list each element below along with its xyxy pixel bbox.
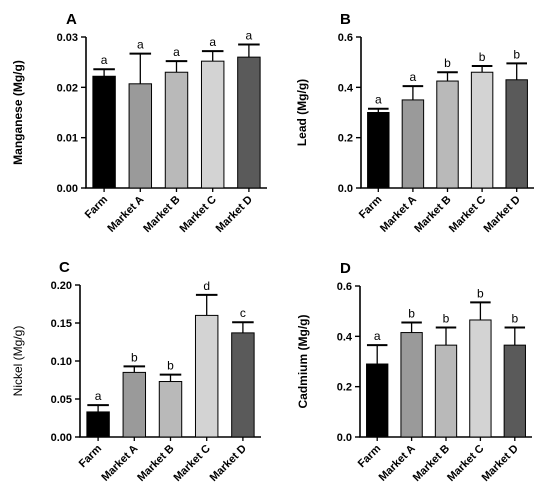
significance-label: a: [137, 38, 144, 52]
y-tick-label: 0.02: [57, 82, 78, 94]
chart-panel-b: B Lead (Mg/g) 0.0 0.2 0.4 0.6 a Farm a Market A b M…: [295, 11, 534, 235]
bar-market-b: [158, 381, 183, 438]
category-label: Market C: [445, 443, 486, 484]
bar-farm: [86, 411, 110, 438]
significance-label: c: [240, 306, 246, 320]
bar-market-a: [401, 99, 425, 189]
bar-market-c: [194, 314, 219, 438]
bar-market-c: [469, 319, 492, 438]
bar-market-c: [200, 60, 225, 189]
bar-market-a: [400, 332, 423, 438]
category-label: Market B: [135, 443, 176, 484]
category-label: Farm: [357, 193, 385, 221]
significance-label: b: [131, 350, 138, 364]
significance-label: a: [209, 35, 216, 49]
y-tick-label: 0.4: [337, 331, 353, 343]
category-label: Market B: [411, 443, 452, 484]
category-label: Market B: [412, 194, 453, 235]
significance-label: a: [374, 329, 381, 343]
significance-label: b: [477, 286, 484, 300]
bar-market-c: [470, 71, 494, 189]
category-label: Market A: [378, 194, 419, 235]
chart-panel-d: D Cadmium (Mg/g) 0.0 0.2 0.4 0.6 a Farm b Market …: [296, 260, 532, 484]
significance-label: a: [173, 45, 180, 59]
significance-label: b: [444, 56, 451, 70]
y-tick-label: 0.4: [338, 82, 354, 94]
category-label: Market A: [105, 194, 146, 235]
category-label: Market D: [481, 194, 522, 235]
bar-market-b: [436, 80, 459, 189]
y-tick-label: 0.2: [337, 382, 352, 394]
panel-letter: A: [66, 11, 77, 28]
significance-label: a: [375, 93, 382, 107]
bar-market-d: [237, 56, 261, 189]
y-axis-label: Nickel (Mg/g): [11, 326, 25, 397]
y-tick-label: 0.01: [57, 133, 78, 145]
y-tick-label: 0.03: [57, 32, 78, 44]
y-tick-label: 0.6: [338, 32, 353, 44]
significance-label: d: [203, 279, 210, 293]
y-tick-label: 0.2: [338, 133, 353, 145]
y-axis-label: Cadmium (Mg/g): [296, 315, 310, 409]
y-tick-label: 0.05: [51, 394, 72, 406]
category-label: Market B: [141, 194, 182, 235]
panel-letter: D: [340, 260, 351, 277]
category-label: Farm: [83, 193, 111, 221]
category-label: Farm: [77, 442, 105, 470]
bar-market-a: [128, 83, 153, 189]
bar-farm: [367, 112, 390, 189]
bar-market-d: [505, 79, 528, 189]
category-label: Market C: [447, 194, 488, 235]
significance-label: b: [443, 312, 450, 326]
y-tick-label: 0.0: [337, 432, 352, 444]
category-label: Market D: [214, 194, 255, 235]
panel-letter: C: [59, 259, 70, 276]
bar-market-b: [164, 71, 189, 189]
y-axis-label: Manganese (Mg/g): [11, 60, 25, 165]
y-tick-label: 0.0: [338, 183, 353, 195]
bar-farm: [92, 75, 116, 189]
category-label: Market C: [171, 443, 212, 484]
bar-market-d: [231, 332, 255, 438]
bar-farm: [366, 363, 389, 438]
significance-label: a: [410, 70, 417, 84]
chart-panel-c: C Nickel (Mg/g) 0.00 0.05 0.10 0.15 0.20 a Farm b…: [11, 259, 261, 484]
category-label: Market D: [480, 443, 521, 484]
y-tick-label: 0.00: [51, 432, 72, 444]
category-label: Farm: [356, 442, 384, 470]
bar-market-d: [503, 344, 526, 438]
y-tick-label: 0.15: [51, 318, 72, 330]
bar-market-a: [122, 371, 147, 438]
significance-label: a: [101, 53, 108, 67]
significance-label: b: [408, 306, 415, 320]
category-label: Market A: [99, 443, 140, 484]
y-axis-label: Lead (Mg/g): [295, 79, 309, 146]
y-tick-label: 0.20: [51, 280, 72, 292]
significance-label: b: [167, 359, 174, 373]
significance-label: a: [246, 29, 253, 43]
category-label: Market C: [177, 194, 218, 235]
category-label: Market D: [208, 443, 249, 484]
chart-panel-a: A Manganese (Mg/g) 0.00 0.01 0.02 0.03 a Farm a M…: [11, 11, 267, 235]
y-tick-label: 0.6: [337, 281, 352, 293]
bar-market-b: [434, 344, 458, 438]
y-tick-label: 0.10: [51, 356, 72, 368]
significance-label: a: [95, 389, 102, 403]
significance-label: b: [479, 50, 486, 64]
panel-letter: B: [340, 11, 351, 28]
y-tick-label: 0.00: [57, 183, 78, 195]
significance-label: b: [513, 47, 520, 61]
significance-label: b: [511, 312, 518, 326]
